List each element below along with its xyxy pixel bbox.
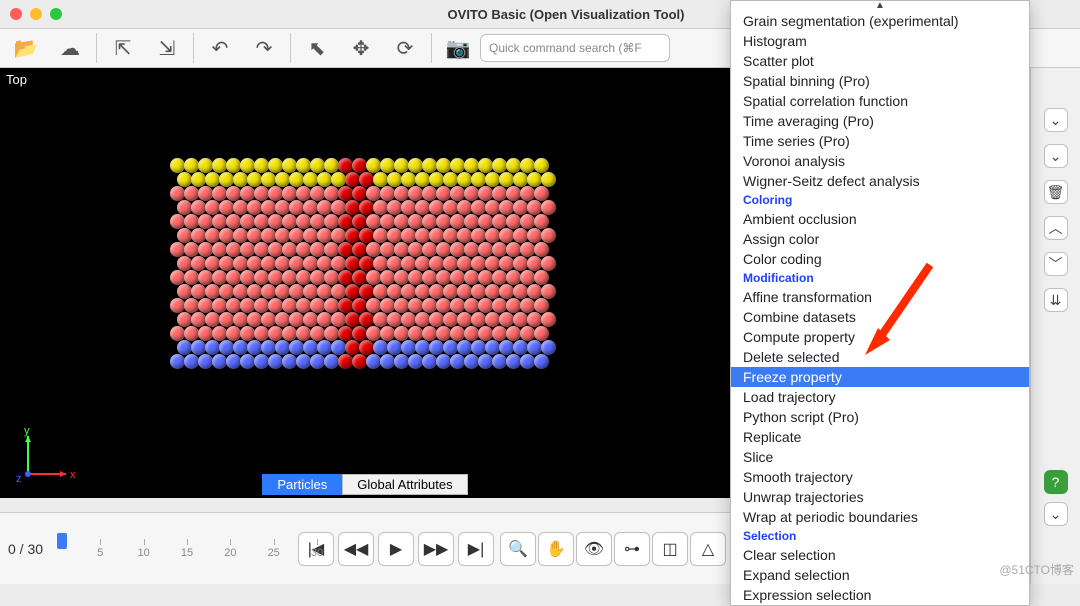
right-sidebar: ⌄ ⌄ 🗑 ︿ ﹀ ⇊: [1030, 68, 1080, 498]
menu-item-spatial-correlation-function[interactable]: Spatial correlation function: [731, 91, 1029, 111]
menu-item-load-trajectory[interactable]: Load trajectory: [731, 387, 1029, 407]
command-search-input[interactable]: Quick command search (⌘F: [480, 34, 670, 62]
trash-icon[interactable]: 🗑: [1044, 180, 1068, 204]
particle-grid: [170, 158, 555, 368]
rotate-icon[interactable]: ⟳: [383, 30, 427, 66]
import-icon[interactable]: ⇱: [101, 30, 145, 66]
folder-open-icon[interactable]: 📂: [4, 30, 48, 66]
zoom-window-icon[interactable]: [50, 8, 62, 20]
menu-item-clear-selection[interactable]: Clear selection: [731, 545, 1029, 565]
menu-item-color-coding[interactable]: Color coding: [731, 249, 1029, 269]
dropdown-icon[interactable]: ⌄: [1044, 502, 1068, 526]
playhead[interactable]: [57, 533, 67, 549]
menu-item-delete-selected[interactable]: Delete selected: [731, 347, 1029, 367]
cloud-download-icon[interactable]: ☁: [48, 30, 92, 66]
skip-end-icon[interactable]: ▶|: [458, 532, 494, 566]
help-icon[interactable]: ?: [1044, 470, 1068, 494]
dropdown-icon[interactable]: ⌄: [1044, 108, 1068, 132]
redo-icon[interactable]: ↷: [242, 30, 286, 66]
search-icon[interactable]: 🔍: [500, 532, 536, 566]
box-icon[interactable]: ◫: [652, 532, 688, 566]
play-icon[interactable]: ▶: [378, 532, 414, 566]
eye-icon[interactable]: 👁: [576, 532, 612, 566]
data-tabs: ParticlesGlobal Attributes: [0, 472, 730, 496]
menu-item-wrap-at-periodic-boundaries[interactable]: Wrap at periodic boundaries: [731, 507, 1029, 527]
view-controls: 🔍✋👁⊶◫△: [500, 532, 730, 566]
menu-item-wigner-seitz-defect-analysis[interactable]: Wigner-Seitz defect analysis: [731, 171, 1029, 191]
frame-counter: 0 / 30: [0, 541, 51, 557]
menu-item-python-script-pro-[interactable]: Python script (Pro): [731, 407, 1029, 427]
menu-item-time-series-pro-[interactable]: Time series (Pro): [731, 131, 1029, 151]
menu-item-unwrap-trajectories[interactable]: Unwrap trajectories: [731, 487, 1029, 507]
bottom-bar: 0 / 30 51015202530 |◀◀◀▶▶▶▶| 🔍✋👁⊶◫△: [0, 512, 730, 584]
scroll-up-icon[interactable]: ▲: [731, 1, 1029, 11]
menu-item-affine-transformation[interactable]: Affine transformation: [731, 287, 1029, 307]
close-window-icon[interactable]: [10, 8, 22, 20]
tab-particles[interactable]: Particles: [262, 474, 342, 495]
menu-item-spatial-binning-pro-[interactable]: Spatial binning (Pro): [731, 71, 1029, 91]
menu-item-compute-property[interactable]: Compute property: [731, 327, 1029, 347]
chevron-up-icon[interactable]: ︿: [1044, 216, 1068, 240]
key-icon[interactable]: ⊶: [614, 532, 650, 566]
menu-item-expression-selection[interactable]: Expression selection: [731, 585, 1029, 605]
svg-text:y: y: [24, 426, 30, 437]
modifier-menu[interactable]: ▲ Grain segmentation (experimental)Histo…: [730, 0, 1030, 606]
window-traffic-lights: [10, 8, 62, 20]
viewport-label: Top: [6, 72, 27, 87]
triangle-icon[interactable]: △: [690, 532, 726, 566]
menu-item-histogram[interactable]: Histogram: [731, 31, 1029, 51]
watermark: @51CTO博客: [999, 561, 1074, 578]
chevron-down-icon[interactable]: ﹀: [1044, 252, 1068, 276]
menu-item-smooth-trajectory[interactable]: Smooth trajectory: [731, 467, 1029, 487]
transport-controls: |◀◀◀▶▶▶▶|: [292, 532, 500, 566]
menu-item-freeze-property[interactable]: Freeze property: [731, 367, 1029, 387]
menu-item-slice[interactable]: Slice: [731, 447, 1029, 467]
menu-item-scatter-plot[interactable]: Scatter plot: [731, 51, 1029, 71]
cursor-icon[interactable]: ⬉: [295, 30, 339, 66]
menu-header: Modification: [731, 269, 1029, 287]
menu-header: Selection: [731, 527, 1029, 545]
menu-item-expand-selection[interactable]: Expand selection: [731, 565, 1029, 585]
camera-icon[interactable]: 📷: [436, 30, 480, 66]
menu-item-grain-segmentation-experimental-[interactable]: Grain segmentation (experimental): [731, 11, 1029, 31]
export-icon[interactable]: ⇲: [145, 30, 189, 66]
move-icon[interactable]: ✥: [339, 30, 383, 66]
menu-item-time-averaging-pro-[interactable]: Time averaging (Pro): [731, 111, 1029, 131]
minimize-window-icon[interactable]: [30, 8, 42, 20]
undo-icon[interactable]: ↶: [198, 30, 242, 66]
menu-item-replicate[interactable]: Replicate: [731, 427, 1029, 447]
rewind-icon[interactable]: ◀◀: [338, 532, 374, 566]
forward-icon[interactable]: ▶▶: [418, 532, 454, 566]
menu-item-combine-datasets[interactable]: Combine datasets: [731, 307, 1029, 327]
chevrons-down-icon[interactable]: ⇊: [1044, 288, 1068, 312]
menu-item-assign-color[interactable]: Assign color: [731, 229, 1029, 249]
menu-item-voronoi-analysis[interactable]: Voronoi analysis: [731, 151, 1029, 171]
pan-icon[interactable]: ✋: [538, 532, 574, 566]
dropdown-icon[interactable]: ⌄: [1044, 144, 1068, 168]
menu-item-ambient-occlusion[interactable]: Ambient occlusion: [731, 209, 1029, 229]
timeline[interactable]: 51015202530: [51, 531, 292, 567]
menu-header: Coloring: [731, 191, 1029, 209]
tab-global-attributes[interactable]: Global Attributes: [342, 474, 467, 495]
